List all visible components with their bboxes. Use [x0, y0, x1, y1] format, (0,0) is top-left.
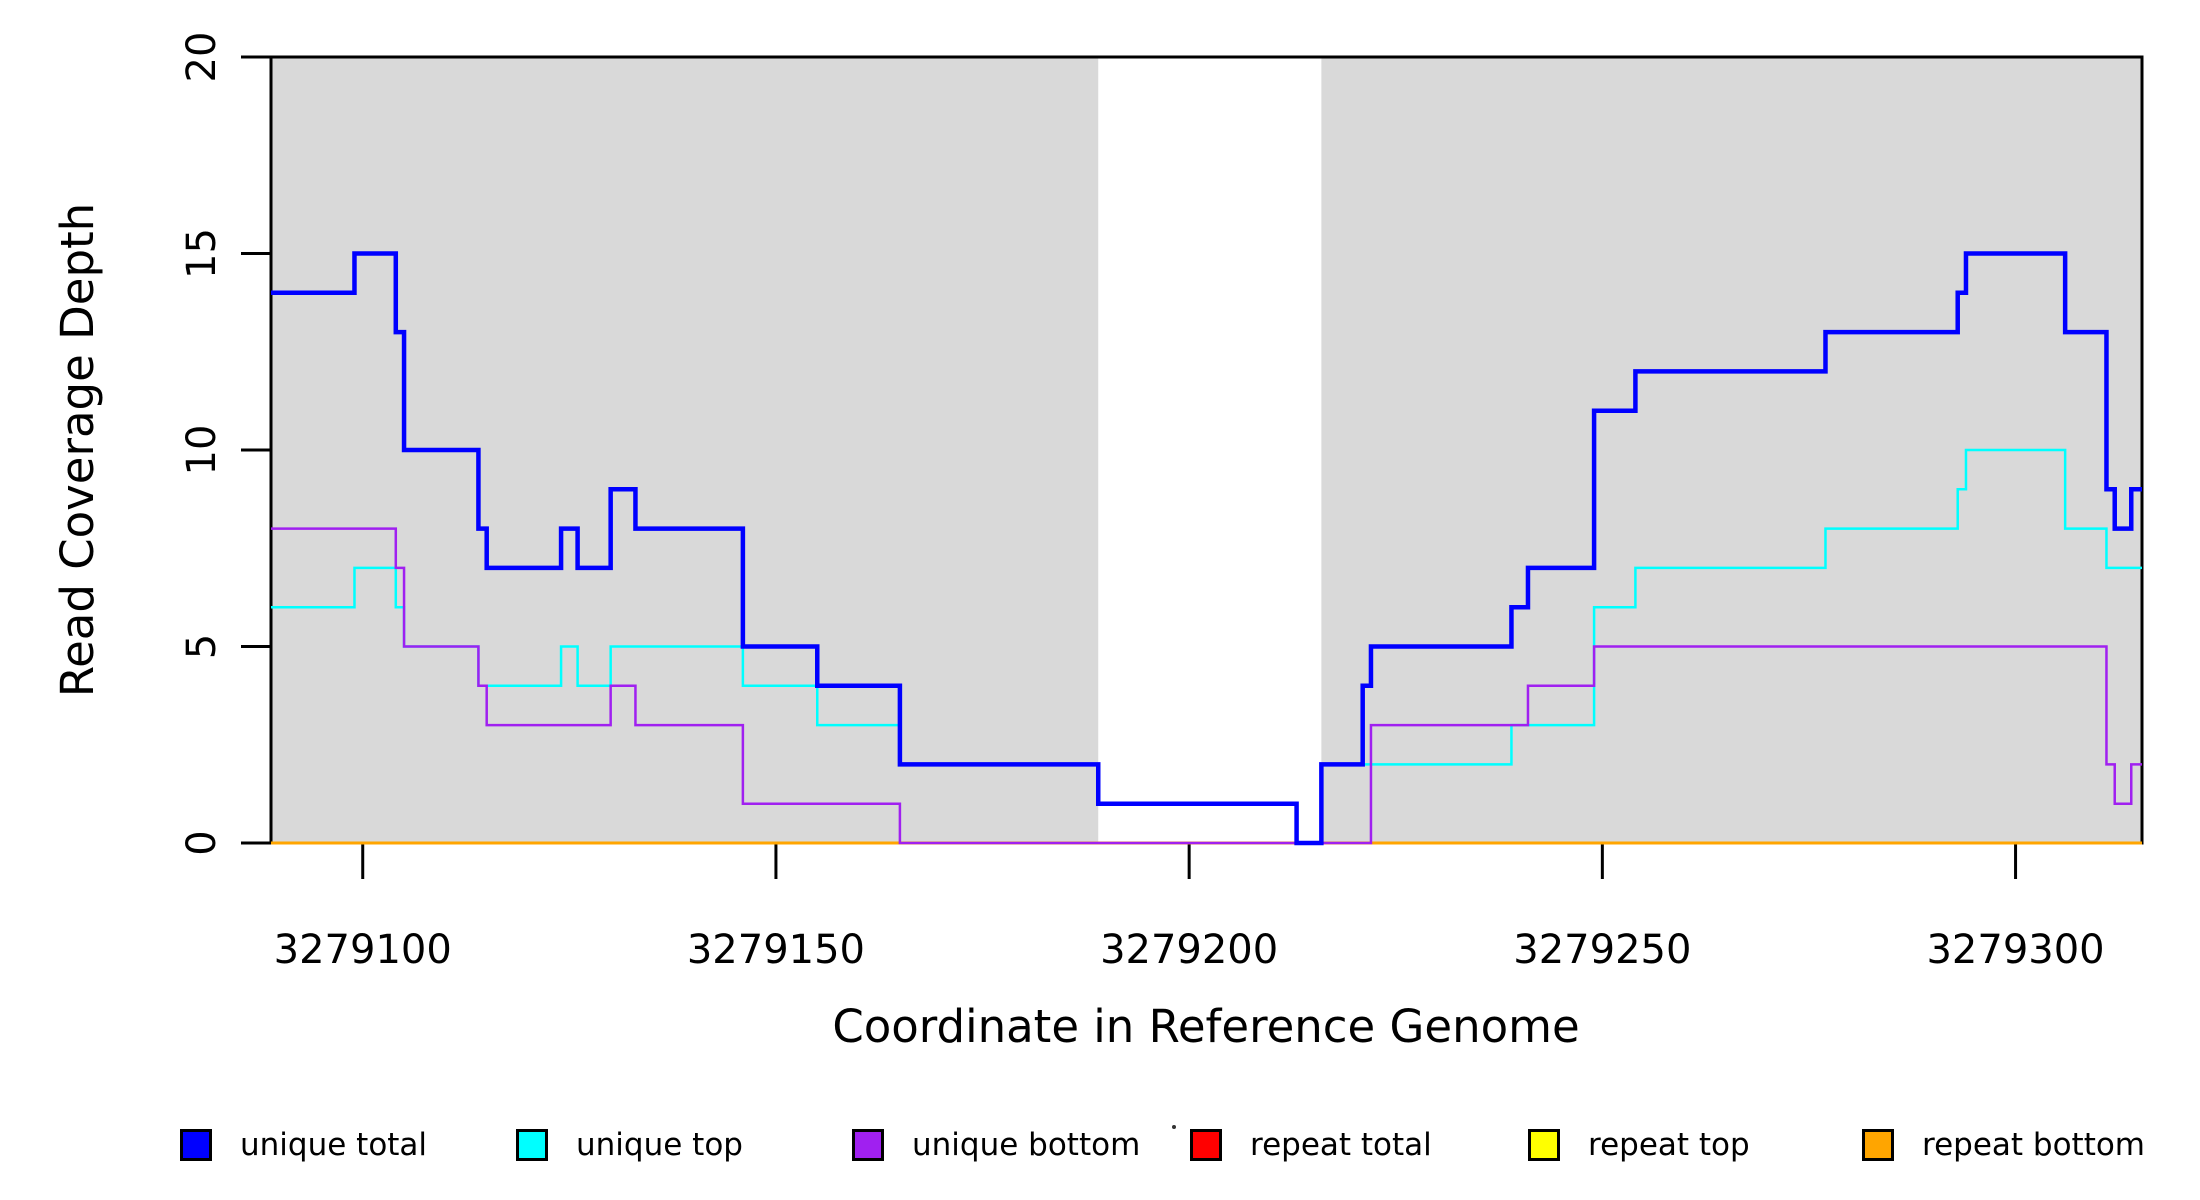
stray-dot: [1172, 1125, 1176, 1129]
series-lines-layer: [271, 251, 2142, 846]
x-axis-label: Coordinate in Reference Genome: [832, 1000, 1579, 1053]
x-tick-label: 3279200: [1100, 927, 1278, 973]
y-tick-label: 0: [179, 830, 225, 855]
series-line-unique-bottom: [271, 527, 2142, 845]
y-tick-label: 15: [179, 228, 225, 279]
x-tick-label: 3279100: [274, 927, 452, 973]
x-tick-label: 3279300: [1926, 927, 2104, 973]
x-tick-label: 3279150: [687, 927, 865, 973]
y-tick-label: 10: [179, 425, 225, 476]
y-tick-label: 5: [179, 634, 225, 659]
axis-ticks-layer: 3279100 3279150 3279200 3279250 3279300 0 5 10 1…: [179, 32, 2105, 973]
y-axis-label: Read Coverage Depth: [51, 203, 104, 697]
series-line-unique-total: [271, 251, 2142, 846]
y-tick-label: 20: [179, 32, 225, 83]
x-tick-label: 3279250: [1513, 927, 1691, 973]
